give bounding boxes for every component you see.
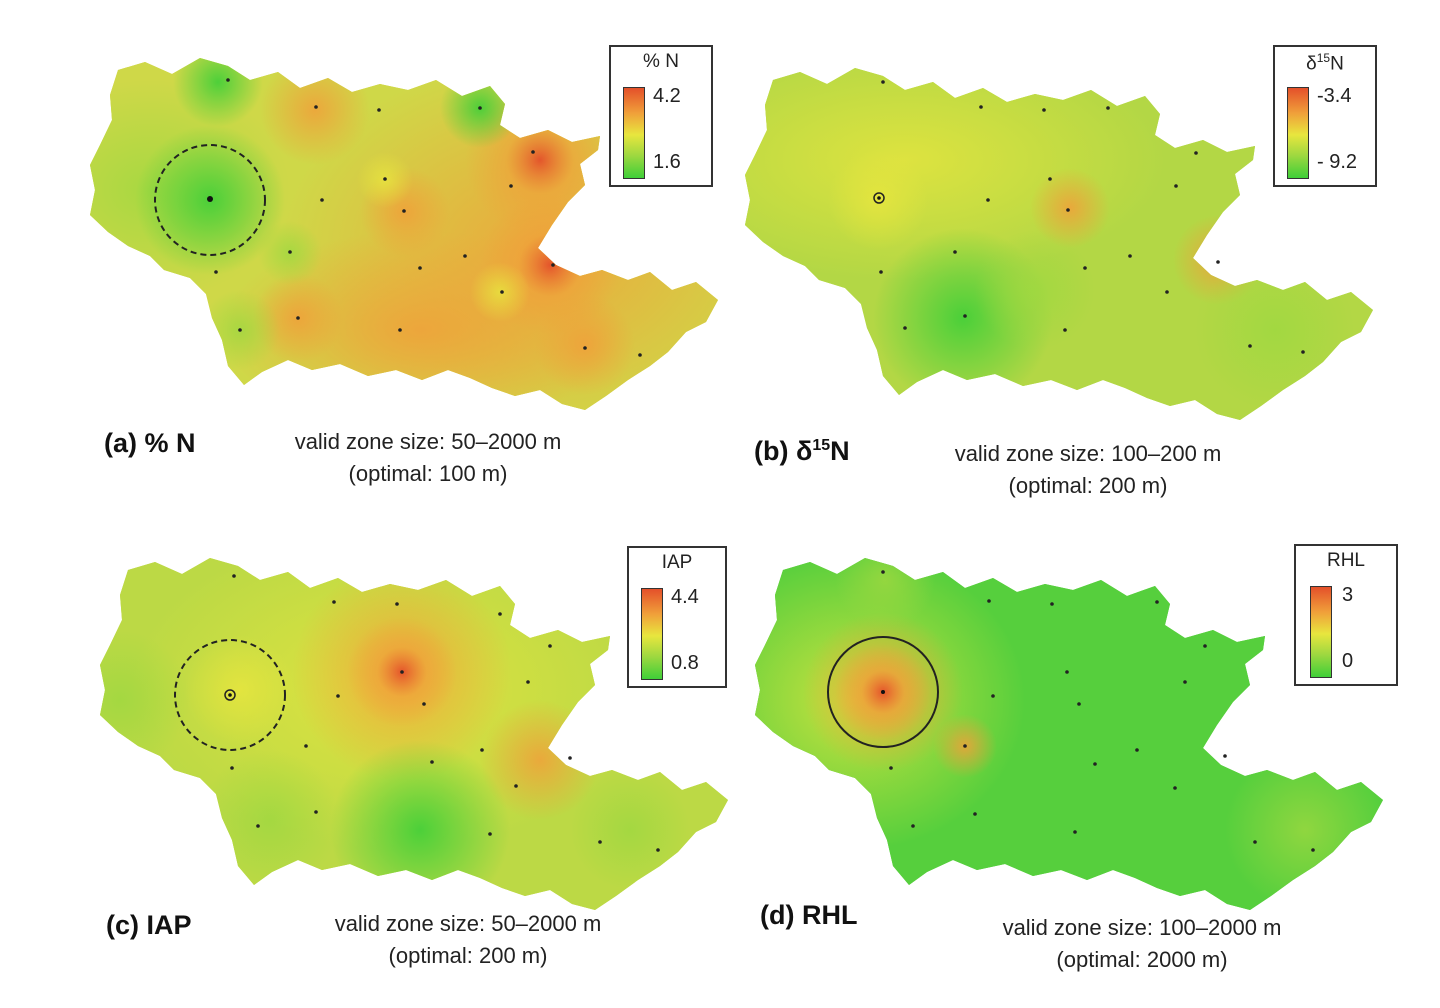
- caption-panel-d: (d) RHL: [760, 900, 858, 930]
- legend-color-bar: [641, 588, 663, 680]
- zone-text-panel-c: valid zone size: 50–2000 m (optimal: 200…: [298, 908, 638, 972]
- sample-points: [879, 80, 1305, 354]
- sample-point: [224, 689, 236, 701]
- sample-point: [207, 196, 213, 202]
- zone-text-panel-d: valid zone size: 100–2000 m (optimal: 20…: [966, 912, 1318, 976]
- zone-optimal: (optimal: 100 m): [348, 461, 508, 486]
- legend-min: 0.8: [671, 652, 699, 674]
- legend-title: RHL: [1326, 550, 1365, 571]
- zone-optimal: (optimal: 200 m): [1008, 473, 1168, 498]
- legend-min: - 9.2: [1317, 151, 1358, 173]
- legend-title: IAP: [661, 552, 693, 573]
- zone-circle: [827, 636, 939, 748]
- zone-text-panel-b: valid zone size: 100–200 m (optimal: 200…: [918, 438, 1258, 502]
- sample-points: [881, 570, 1315, 852]
- legend-color-bar: [623, 87, 645, 179]
- caption-panel-b: (b) δ15N: [754, 436, 850, 466]
- zone-size: valid zone size: 50–2000 m: [334, 911, 602, 936]
- legend-panel-a: % N 4.2 1.6: [609, 45, 713, 187]
- sample-points: [230, 574, 660, 852]
- sample-point: [877, 196, 881, 200]
- zone-text-panel-a: valid zone size: 50–2000 m (optimal: 100…: [258, 426, 598, 490]
- legend-title: δ15N: [1306, 51, 1344, 75]
- zone-size: valid zone size: 50–2000 m: [294, 429, 562, 454]
- zone-optimal: (optimal: 2000 m): [1056, 947, 1228, 972]
- legend-color-bar: [1287, 87, 1309, 179]
- legend-panel-d: RHL 3 0: [1294, 544, 1398, 686]
- caption-panel-a: (a) % N: [104, 428, 196, 458]
- legend-panel-c: IAP 4.4 0.8: [627, 546, 727, 688]
- legend-title: % N: [643, 51, 679, 72]
- sample-point: [881, 690, 885, 694]
- zone-circle: [873, 192, 885, 204]
- legend-min: 1.6: [653, 151, 681, 173]
- legend-min: 0: [1342, 650, 1354, 672]
- legend-max: 4.2: [653, 85, 681, 107]
- legend-color-bar: [1310, 586, 1332, 678]
- legend-max: -3.4: [1317, 85, 1352, 107]
- zone-circle: [154, 144, 266, 256]
- zone-optimal: (optimal: 200 m): [388, 943, 548, 968]
- legend-max: 3: [1342, 584, 1354, 606]
- legend-panel-b: δ15N -3.4 - 9.2: [1273, 45, 1377, 187]
- sample-points: [214, 78, 642, 357]
- zone-size: valid zone size: 100–2000 m: [1002, 915, 1282, 940]
- zone-circle: [174, 639, 286, 751]
- legend-max: 4.4: [671, 586, 699, 608]
- zone-size: valid zone size: 100–200 m: [954, 441, 1222, 466]
- caption-panel-c: (c) IAP: [106, 910, 192, 940]
